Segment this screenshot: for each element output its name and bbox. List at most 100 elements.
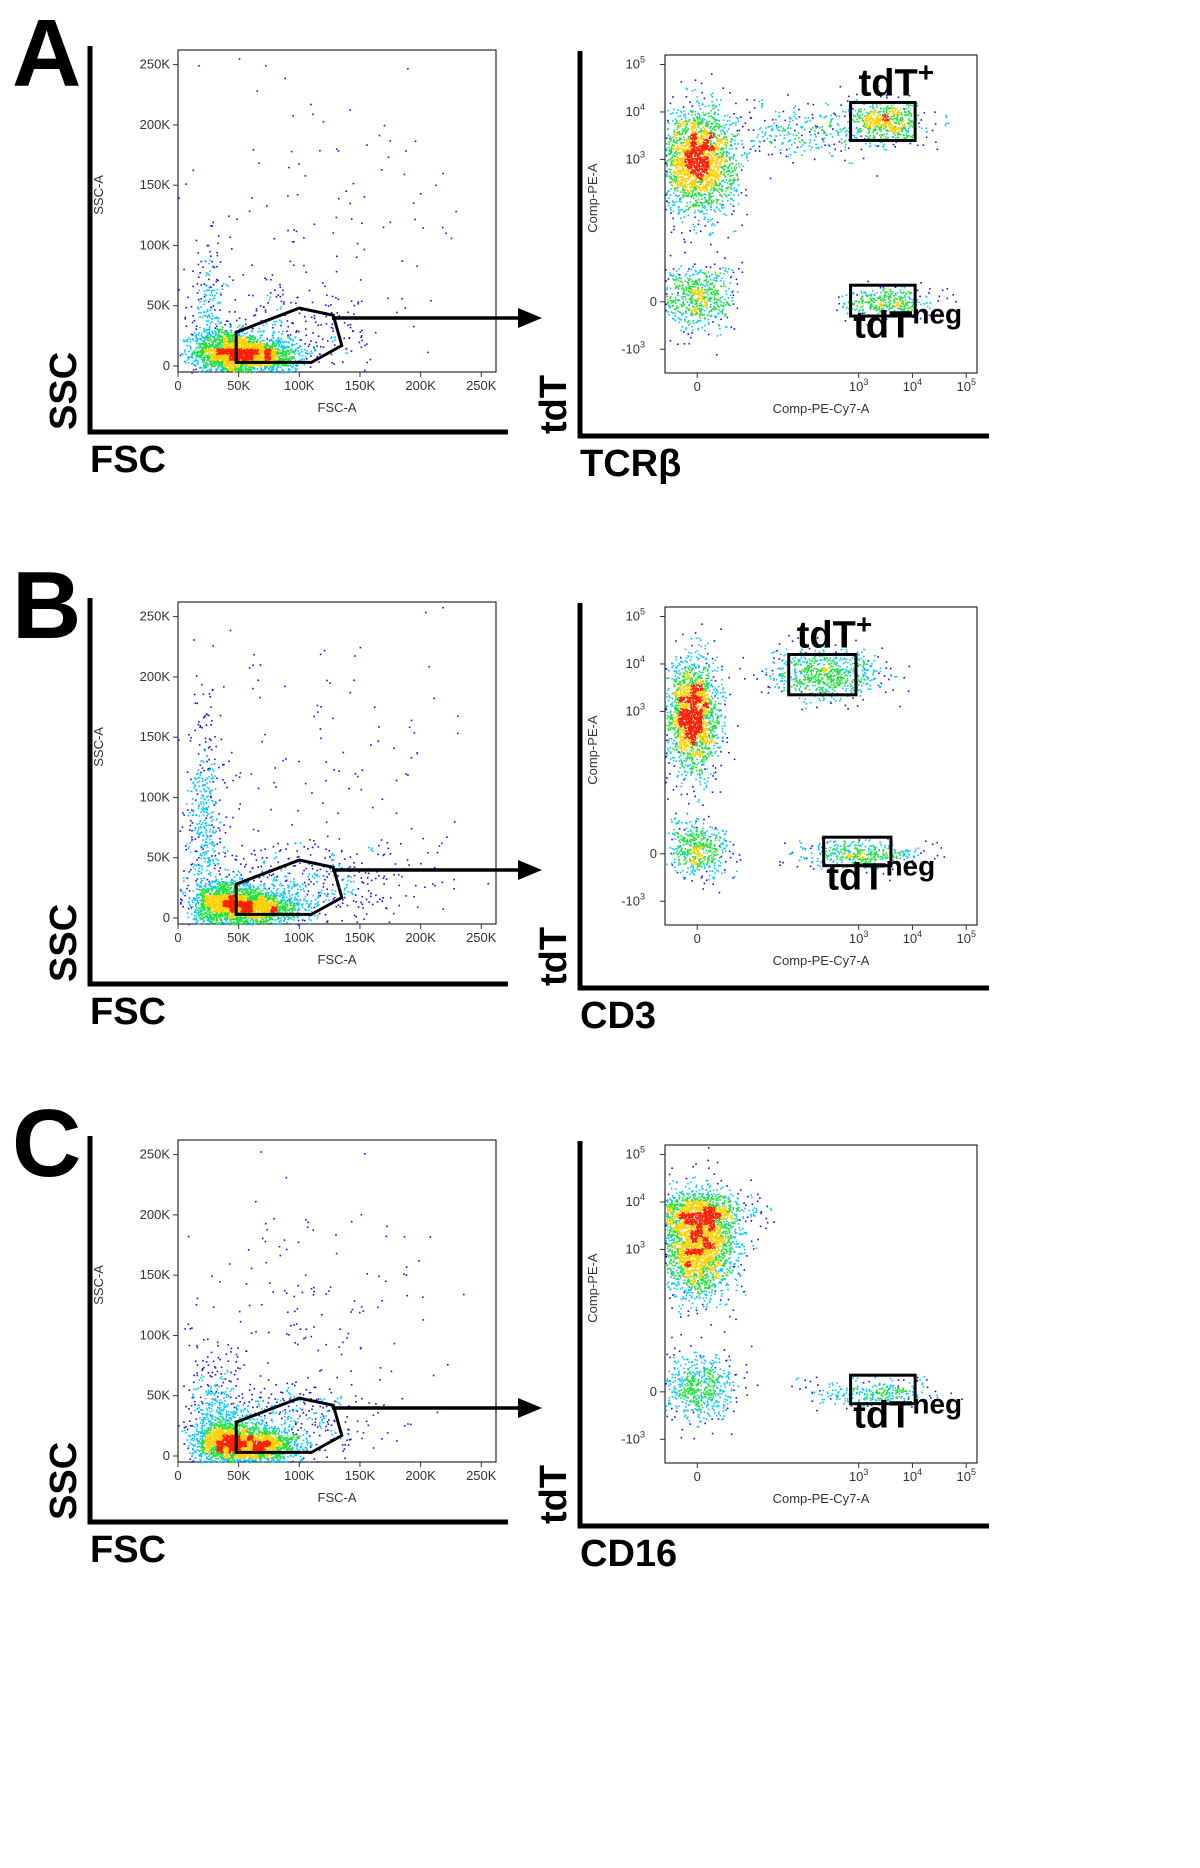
event-dot: [704, 149, 706, 151]
event-dot: [713, 168, 715, 171]
event-dot: [245, 323, 247, 326]
event-dot: [292, 339, 294, 341]
event-dot: [202, 336, 204, 339]
event-dot: [717, 146, 719, 148]
event-dot: [231, 337, 233, 340]
event-dot: [282, 289, 284, 292]
event-dot: [215, 325, 218, 328]
event-dot: [722, 87, 725, 89]
event-dot: [717, 109, 719, 111]
event-dot: [309, 366, 312, 368]
event-dot: [224, 346, 226, 348]
event-dot: [273, 321, 275, 323]
event-dot: [725, 123, 727, 126]
event-dot: [218, 349, 220, 352]
event-dot: [688, 118, 691, 121]
event-dot: [241, 331, 244, 334]
event-dot: [710, 199, 713, 202]
event-dot: [675, 133, 678, 135]
y-tick-label: 200K: [140, 117, 171, 132]
event-dot: [224, 333, 227, 335]
event-dot: [673, 133, 675, 136]
event-dot: [191, 338, 194, 340]
event-dot: [719, 203, 721, 205]
event-dot: [235, 368, 237, 370]
event-dot: [226, 360, 229, 362]
event-dot: [704, 177, 707, 179]
event-dot: [222, 344, 225, 346]
event-dot: [683, 156, 686, 158]
event-dot: [200, 298, 202, 300]
event-dot: [710, 73, 713, 75]
event-dot: [232, 368, 234, 371]
event-dot: [212, 371, 214, 373]
event-dot: [209, 294, 211, 296]
event-dot: [251, 354, 254, 357]
event-dot: [192, 270, 194, 272]
event-dot: [696, 96, 699, 98]
event-dot: [232, 363, 234, 366]
event-dot: [258, 162, 260, 164]
event-dot: [686, 148, 689, 151]
event-dot: [228, 338, 230, 341]
event-dot: [721, 189, 724, 192]
event-dot: [698, 219, 700, 222]
event-dot: [242, 274, 245, 276]
event-dot: [279, 340, 281, 343]
event-dot: [670, 175, 673, 178]
event-dot: [706, 120, 708, 123]
event-dot: [216, 353, 218, 355]
event-dot: [225, 355, 227, 357]
event-dot: [706, 172, 708, 175]
event-dot: [666, 164, 668, 167]
event-dot: [265, 64, 267, 67]
event-dot: [204, 345, 207, 348]
event-dot: [272, 350, 274, 352]
event-dot: [678, 194, 681, 197]
event-dot: [226, 339, 229, 342]
event-dot: [676, 128, 679, 131]
event-dot: [670, 231, 673, 234]
event-dot: [229, 370, 231, 372]
event-dot: [310, 355, 312, 357]
event-dot: [226, 359, 228, 361]
event-dot: [729, 159, 731, 161]
event-dot: [277, 365, 280, 367]
event-dot: [248, 349, 251, 351]
event-dot: [716, 251, 719, 253]
event-dot: [677, 115, 679, 118]
event-dot: [678, 132, 681, 134]
event-dot: [289, 260, 291, 263]
event-dot: [714, 144, 717, 147]
event-dot: [195, 359, 197, 362]
event-dot: [205, 299, 207, 302]
event-dot: [276, 352, 278, 354]
event-dot: [250, 371, 253, 374]
event-dot: [709, 232, 711, 235]
event-dot: [322, 120, 325, 123]
event-dot: [242, 368, 245, 371]
event-dot: [683, 110, 685, 113]
event-dot: [718, 158, 721, 160]
event-dot: [289, 357, 292, 359]
event-dot: [707, 166, 710, 168]
event-dot: [683, 165, 686, 167]
event-dot: [325, 315, 327, 318]
event-dot: [240, 364, 243, 366]
event-dot: [215, 323, 217, 325]
event-dot: [238, 352, 240, 355]
event-dot: [673, 204, 676, 207]
event-dot: [715, 188, 718, 191]
event-dot: [702, 158, 704, 160]
event-dot: [228, 351, 231, 353]
event-dot: [414, 218, 416, 221]
event-dot: [334, 336, 336, 339]
event-dot: [206, 334, 209, 336]
event-dot: [361, 222, 363, 224]
event-dot: [256, 340, 259, 343]
event-dot: [686, 158, 689, 160]
event-dot: [201, 350, 203, 353]
event-dot: [219, 292, 222, 294]
event-dot: [273, 351, 275, 353]
event-dot: [713, 200, 715, 202]
